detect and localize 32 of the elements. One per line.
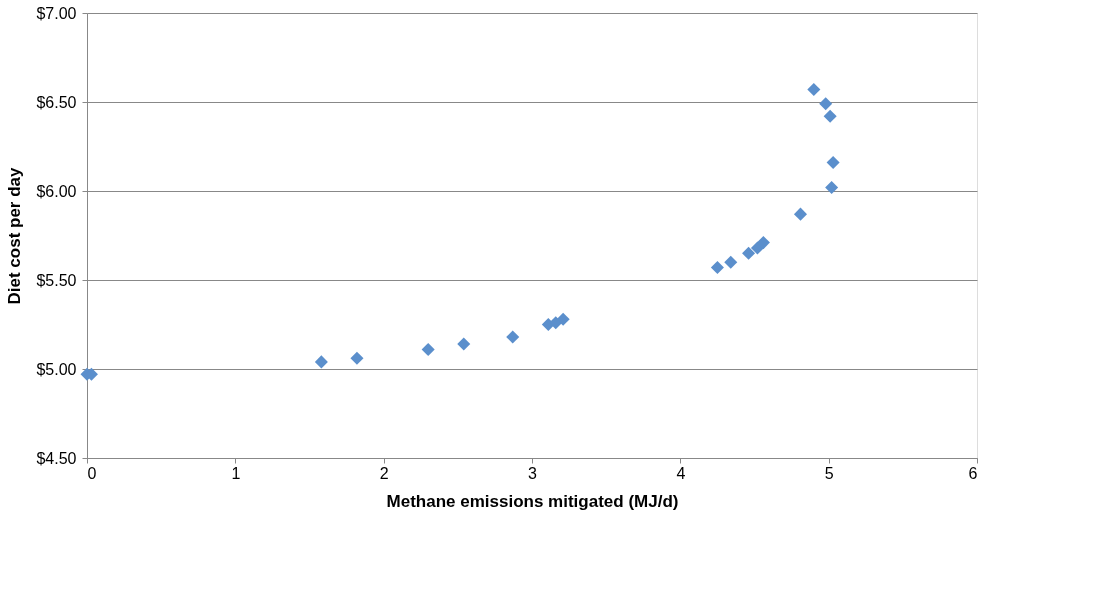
x-tick-label: 0 — [87, 464, 97, 482]
y-tick-label: $7.00 — [36, 4, 77, 22]
y-tick-label: $5.50 — [36, 271, 77, 289]
point — [724, 255, 738, 269]
point — [314, 355, 328, 369]
x-tick-label: 4 — [676, 464, 686, 482]
point — [506, 330, 520, 344]
x-tick-label: 1 — [231, 464, 241, 482]
point — [742, 246, 756, 260]
y-tick-label: $6.50 — [36, 93, 77, 111]
point — [823, 109, 837, 123]
y-axis-title: Diet cost per day — [5, 166, 25, 305]
point — [793, 207, 807, 221]
point — [825, 180, 839, 194]
y-tick-label: $5.00 — [36, 360, 77, 378]
point — [350, 351, 364, 365]
point — [826, 156, 840, 170]
x-tick-label: 2 — [379, 464, 389, 482]
x-tick-label: 5 — [824, 464, 834, 482]
x-axis-title: Methane emissions mitigated (MJ/d) — [386, 491, 679, 511]
point — [819, 97, 833, 111]
point — [421, 342, 435, 356]
point — [756, 236, 770, 250]
x-tick-label: 6 — [968, 464, 978, 482]
x-tick-label: 3 — [528, 464, 538, 482]
y-tick-label: $4.50 — [36, 449, 77, 467]
point — [750, 241, 764, 255]
y-tick-label: $6.00 — [36, 182, 77, 200]
point — [710, 261, 724, 275]
point — [457, 337, 471, 351]
point — [556, 312, 570, 326]
point — [807, 83, 821, 97]
